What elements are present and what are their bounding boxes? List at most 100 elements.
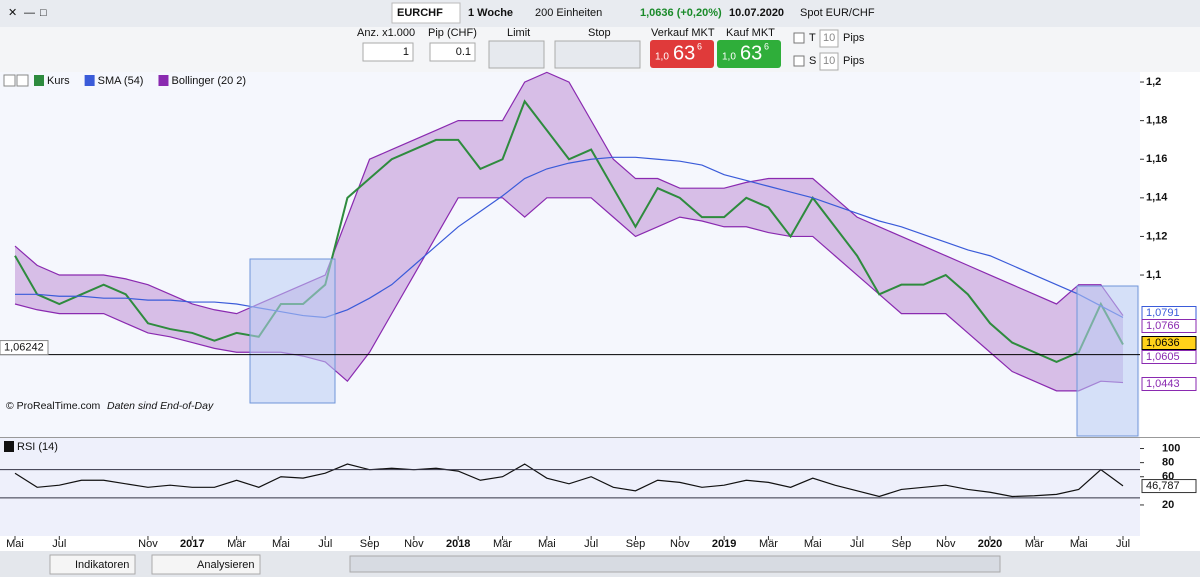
price-marker-box [1141, 350, 1197, 364]
units[interactable]: 200 Einheiten [535, 7, 602, 19]
highlight-box[interactable] [249, 258, 336, 404]
pip[interactable]: 0.1 [456, 46, 471, 58]
limit: Limit [507, 27, 530, 39]
x-tick-label: Jul [584, 538, 598, 550]
stop-buttons[interactable] [554, 40, 641, 69]
left-marker-box [0, 340, 49, 356]
sell-big[interactable]: 63 [673, 42, 695, 64]
buy-label: Kauf MKT [726, 27, 775, 39]
date: 10.07.2020 [729, 7, 784, 19]
note: Daten sind End-of-Day [107, 400, 214, 412]
y-tick-label: 1,2 [1146, 76, 1161, 88]
x-tick-label: Nov [670, 538, 690, 550]
icon[interactable]: □ [40, 7, 47, 19]
x-tick-label: Jul [52, 538, 66, 550]
legend-swatch [34, 75, 44, 86]
copyright: © ProRealTime.com [6, 400, 101, 412]
qty[interactable]: 1 [403, 46, 409, 58]
x-tick-label: Mär [493, 538, 512, 550]
time-axis [0, 536, 1200, 551]
x-tick-label: Sep [626, 538, 646, 550]
instrument-select[interactable] [391, 2, 461, 24]
indicators-button[interactable] [49, 554, 136, 575]
stop: Stop [588, 27, 611, 39]
y-tick-label: 1,16 [1146, 153, 1167, 165]
buy-sup[interactable]: 6 [764, 41, 769, 51]
y-tick-label: 1,12 [1146, 230, 1167, 242]
legend-button[interactable] [3, 74, 16, 87]
qty-input[interactable] [362, 42, 414, 62]
window-controls[interactable]: ✕ — □ [8, 7, 47, 19]
s: S [809, 55, 816, 67]
left-marker: 1,06242 [4, 341, 44, 353]
price-marker-box [1141, 377, 1197, 391]
x-tick-label: Sep [360, 538, 380, 550]
y-tick-label: 1,1 [1146, 269, 1161, 281]
price-panel [0, 72, 1200, 438]
s-input[interactable] [819, 52, 839, 71]
t-input[interactable] [819, 29, 839, 48]
sell-label: Verkauf MKT [651, 27, 715, 39]
x-tick-label: Nov [404, 538, 424, 550]
pips: Pips [843, 32, 865, 44]
pip-label: Pip (CHF) [428, 27, 477, 39]
price-marker: 1,0766 [1146, 320, 1180, 332]
buy-big[interactable]: 63 [740, 42, 762, 64]
x-tick-label: Jul [318, 538, 332, 550]
buy-button[interactable] [717, 40, 781, 68]
legend-label: RSI (14) [17, 441, 58, 453]
x-tick-label: Mai [272, 538, 290, 550]
indicators[interactable]: Indikatoren [75, 559, 129, 571]
legend-label: Kurs [47, 75, 70, 87]
buy-prefix[interactable]: 1,0 [722, 52, 736, 63]
y-tick-label: 80 [1162, 457, 1174, 469]
x-tick-label: Sep [892, 538, 912, 550]
x-tick-label: Mai [804, 538, 822, 550]
period[interactable]: 1 Woche [468, 7, 513, 19]
scrollbar[interactable] [349, 555, 1001, 573]
sell-prefix[interactable]: 1,0 [655, 52, 669, 63]
x-tick-label: 2019 [712, 538, 736, 550]
sell-button[interactable] [650, 40, 714, 68]
bollinger-upper [14, 71, 1124, 316]
rsi-marker-box [1141, 479, 1197, 494]
highlight-box[interactable] [1076, 285, 1139, 437]
series-line [14, 463, 1124, 498]
x-tick-label: 2020 [978, 538, 1002, 550]
top-toolbar [0, 0, 1200, 27]
icon[interactable]: — [24, 7, 35, 19]
pip-input[interactable] [429, 42, 476, 62]
checkbox[interactable] [793, 55, 805, 67]
price-marker: 1,0791 [1146, 307, 1180, 319]
x-tick-label: Mär [759, 538, 778, 550]
spot: Spot EUR/CHF [800, 7, 875, 19]
x-tick-label: Mär [1025, 538, 1044, 550]
legend-button[interactable] [16, 74, 29, 87]
legend-label: SMA (54) [98, 75, 144, 87]
legend-swatch [84, 75, 95, 86]
y-tick-label: 1,18 [1146, 115, 1167, 127]
y-tick-label: 1,14 [1146, 192, 1168, 204]
checkbox[interactable] [793, 32, 805, 44]
limit-buttons[interactable] [488, 40, 545, 69]
sell-sup[interactable]: 6 [697, 41, 702, 51]
t: T [809, 32, 816, 44]
qty-label: Anz. x1.000 [357, 27, 415, 39]
instrument[interactable]: EURCHF [397, 7, 443, 19]
analyze-button[interactable] [151, 554, 261, 575]
legend-swatch [158, 75, 169, 86]
price-change: 1,0636 (+0,20%) [640, 7, 722, 19]
icon[interactable]: ✕ [8, 7, 17, 19]
t-pips[interactable]: 10 [823, 32, 835, 44]
x-tick-label: Mai [6, 538, 24, 550]
price-marker-box [1141, 336, 1197, 350]
x-tick-label: Jul [850, 538, 864, 550]
x-tick-label: Mär [227, 538, 246, 550]
y-tick-label: 20 [1162, 499, 1174, 511]
legend-label: Bollinger (20 2) [171, 75, 246, 87]
analyze[interactable]: Analysieren [197, 559, 254, 571]
price-marker: 1,0443 [1146, 378, 1180, 390]
series-line [15, 156, 1124, 319]
price-marker: 1,0605 [1146, 351, 1180, 363]
s-pips[interactable]: 10 [823, 55, 835, 67]
